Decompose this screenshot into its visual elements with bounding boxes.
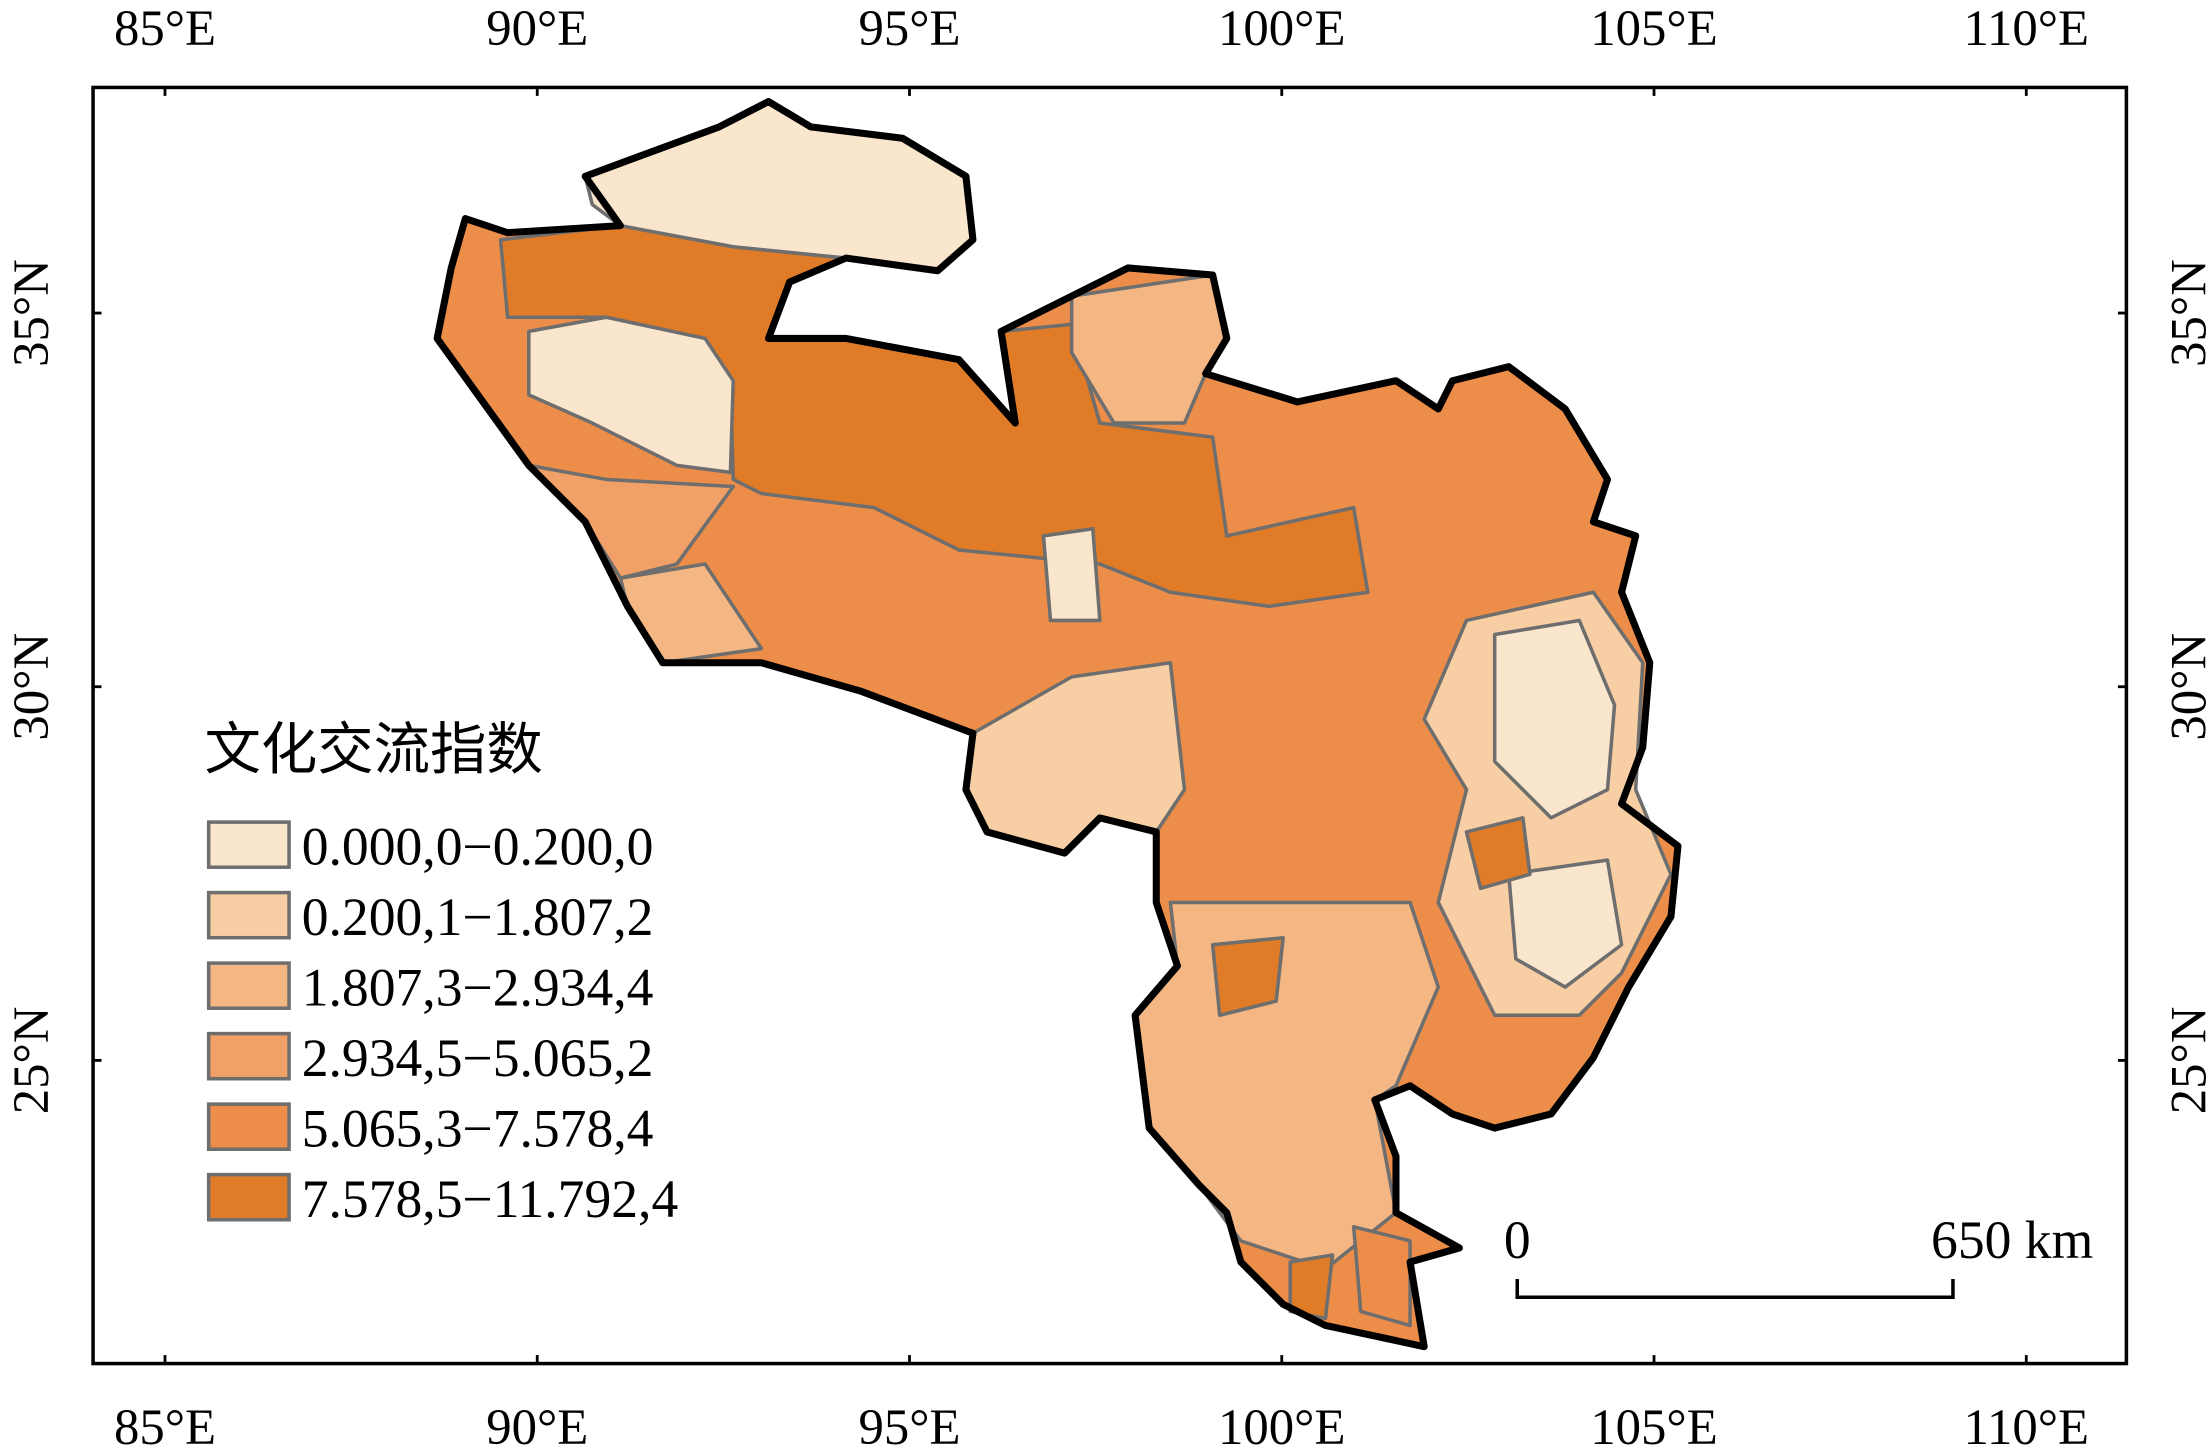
legend-label: 1.807,3−2.934,4: [302, 957, 654, 1017]
lon-tick-label-top: 85°E: [114, 0, 216, 56]
lon-tick-label-top: 110°E: [1964, 0, 2090, 56]
legend-swatch: [206, 1102, 291, 1151]
legend-label: 2.934,5−5.065,2: [302, 1028, 654, 1088]
scale-bar: 0 650 km: [1504, 1210, 2093, 1300]
lon-tick-label-top: 100°E: [1218, 0, 1345, 56]
lat-tick-label-right: 30°N: [2160, 633, 2211, 741]
region: [1041, 527, 1102, 623]
region: [1351, 1225, 1412, 1328]
legend-label: 0.200,1−1.807,2: [302, 887, 654, 947]
legend-swatch: [206, 820, 291, 869]
lon-tick-label-bottom: 100°E: [1218, 1399, 1345, 1451]
lon-tick-label-top: 105°E: [1590, 0, 1717, 56]
region: [1288, 1253, 1335, 1321]
legend-swatch: [206, 1031, 291, 1081]
legend-swatch: [206, 961, 291, 1010]
scale-start-label: 0: [1504, 1210, 1531, 1270]
region: [1492, 618, 1617, 820]
region: [1464, 816, 1532, 891]
region: [527, 315, 736, 475]
lon-tick-label-top: 90°E: [486, 0, 588, 56]
lon-tick-label-bottom: 105°E: [1590, 1399, 1717, 1451]
outer-boundary: [433, 98, 1682, 1351]
lon-tick-label-bottom: 90°E: [486, 1399, 588, 1451]
lat-tick-label-right: 25°N: [2160, 1007, 2211, 1115]
lon-tick-label-bottom: 95°E: [858, 1399, 960, 1451]
region: [1210, 935, 1285, 1018]
lon-tick-label-bottom: 85°E: [114, 1399, 216, 1451]
legend-label: 0.000,0−0.200,0: [302, 816, 654, 876]
region: [1507, 858, 1624, 989]
lon-tick-label-top: 95°E: [858, 0, 960, 56]
lat-tick-label-left: 25°N: [3, 1007, 59, 1115]
legend-title: 文化交流指数: [204, 720, 542, 782]
scale-end-label: 650 km: [1931, 1210, 2093, 1270]
legend-swatch: [206, 890, 291, 940]
scale-bar-line: [1515, 1278, 1955, 1300]
legend-label: 5.065,3−7.578,4: [302, 1098, 654, 1158]
lat-tick-label-left: 35°N: [3, 259, 59, 367]
lat-tick-label-right: 35°N: [2160, 259, 2211, 367]
lon-tick-label-bottom: 110°E: [1964, 1399, 2090, 1451]
legend-swatch: [206, 1172, 291, 1222]
regions: [433, 98, 1682, 1351]
legend-label: 7.578,5−11.792,4: [302, 1169, 678, 1229]
lat-tick-label-left: 30°N: [3, 633, 59, 741]
